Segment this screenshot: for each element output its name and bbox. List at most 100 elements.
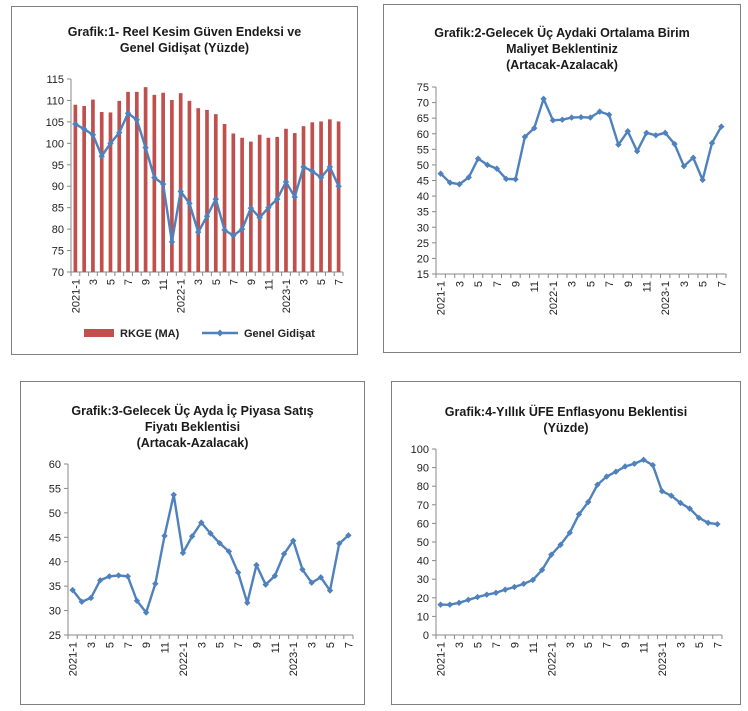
y-tick-label: 100	[411, 444, 429, 456]
x-tick-label: 11	[270, 642, 282, 653]
x-tick-label: 2022-1	[178, 642, 190, 676]
bar	[231, 133, 236, 272]
data-point	[658, 488, 666, 495]
data-point	[244, 599, 251, 606]
data-point	[492, 589, 500, 596]
x-tick-label: 9	[246, 279, 258, 285]
y-tick-label: 105	[46, 117, 64, 129]
bar	[196, 108, 201, 272]
chart-title-1: Grafik:1- Reel Kesim Güven Endeksi ve Ge…	[12, 24, 357, 56]
x-tick-label: 5	[585, 281, 597, 287]
data-point	[238, 225, 246, 233]
x-tick-label: 2023-1	[288, 642, 300, 676]
x-tick-label: 2023-1	[281, 279, 293, 313]
x-tick-label: 5	[325, 642, 337, 648]
y-tick-label: 20	[417, 253, 429, 265]
y-tick-label: 70	[417, 98, 429, 110]
data-point	[671, 140, 678, 148]
y-tick-label: 60	[417, 518, 429, 530]
data-point	[474, 593, 481, 601]
data-point	[107, 140, 114, 147]
x-tick-label: 7	[604, 281, 616, 287]
x-tick-label: 2021-1	[70, 279, 82, 313]
bar	[310, 122, 315, 272]
data-point	[72, 120, 79, 128]
data-point	[474, 155, 482, 162]
legend-marker-genel	[216, 329, 224, 337]
x-tick-label: 3	[675, 642, 687, 648]
series-line	[439, 97, 723, 186]
data-point	[575, 511, 583, 518]
x-tick-label: 5	[104, 642, 116, 648]
y-tick-label: 40	[49, 557, 61, 569]
bar	[275, 136, 280, 272]
x-tick-label: 7	[123, 279, 135, 285]
data-point	[465, 174, 472, 181]
data-point	[203, 213, 211, 220]
data-point	[512, 176, 519, 183]
data-point	[677, 499, 684, 507]
data-point	[652, 132, 660, 139]
bar	[170, 100, 174, 272]
x-tick-label: 5	[105, 279, 117, 285]
x-tick-label: 7	[712, 642, 724, 648]
y-tick-label: 35	[49, 581, 61, 593]
data-point	[159, 180, 167, 188]
x-tick-label: 7	[233, 642, 245, 648]
x-tick-label: 9	[509, 642, 521, 648]
x-tick-label: 5	[694, 642, 706, 648]
data-point	[511, 583, 518, 591]
x-tick-label: 2022-1	[548, 281, 560, 315]
y-tick-label: 15	[417, 269, 429, 281]
x-tick-label: 3	[565, 642, 577, 648]
x-tick-label: 7	[602, 642, 614, 648]
y-tick-label: 45	[417, 176, 429, 188]
chart-title-4-line-2: (Yüzde)	[543, 421, 589, 435]
y-tick-label: 45	[49, 532, 61, 544]
x-tick-label: 2021-1	[68, 642, 80, 676]
chart-title-2-line-3: (Artacak-Azalacak)	[506, 58, 618, 72]
data-point	[234, 569, 242, 576]
x-tick-label: 5	[698, 281, 710, 287]
data-point	[221, 226, 228, 234]
bar	[336, 121, 341, 273]
x-tick-label: 5	[211, 279, 223, 285]
chart-title-3-line-3: (Artacak-Azalacak)	[136, 436, 249, 450]
data-point	[493, 165, 501, 172]
x-tick-label: 3	[193, 279, 205, 285]
chart-panel-3: Grafik:3-Gelecek Üç Ayda İç Piyasa Satış…	[20, 381, 365, 705]
bar	[187, 100, 192, 272]
x-tick-label: 11	[263, 279, 275, 290]
y-tick-label: 60	[417, 129, 429, 141]
x-tick-label: 5	[473, 281, 485, 287]
x-tick-label: 9	[623, 281, 635, 287]
bar	[205, 109, 209, 272]
data-point	[605, 111, 613, 118]
x-tick-label: 3	[679, 281, 691, 287]
data-point	[133, 116, 141, 123]
bar	[73, 104, 78, 272]
chart-title-3: Grafik:3-Gelecek Üç Ayda İç Piyasa Satış…	[21, 403, 364, 451]
y-tick-label: 75	[52, 246, 64, 258]
bar	[240, 137, 244, 272]
data-point	[291, 193, 298, 201]
x-tick-label: 2022-1	[176, 279, 188, 313]
data-point	[124, 573, 131, 580]
bar	[222, 124, 227, 273]
data-point	[455, 599, 463, 607]
x-tick-label: 3	[196, 642, 208, 648]
bar	[126, 91, 130, 272]
bar	[117, 100, 122, 272]
x-tick-label: 11	[529, 281, 541, 292]
y-tick-label: 65	[417, 113, 429, 125]
data-point	[326, 163, 334, 171]
data-point	[529, 576, 537, 584]
bar	[301, 126, 306, 272]
chart-panel-1: Grafik:1- Reel Kesim Güven Endeksi ve Ge…	[11, 6, 358, 355]
chart-panel-4: Grafik:4-Yıllık ÜFE Enflasyonu Beklentis…	[391, 381, 741, 705]
data-point	[299, 566, 306, 573]
bar	[292, 133, 297, 272]
data-point	[212, 195, 219, 203]
data-point	[152, 580, 159, 587]
